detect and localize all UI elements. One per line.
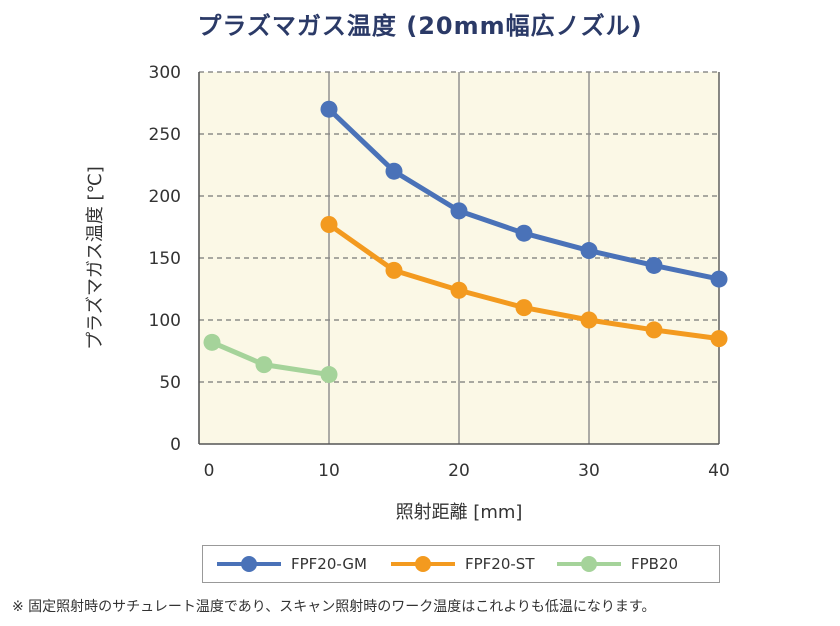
legend-label: FPB20 <box>631 555 679 573</box>
series-fpb20 <box>203 333 338 384</box>
legend-item: FPB20 <box>557 546 678 582</box>
footnote: ※ 固定照射時のサチュレート温度であり、スキャン照射時のワーク温度はこれよりも低… <box>12 599 656 615</box>
x-tick-label: 30 <box>578 461 600 481</box>
y-tick-label: 150 <box>149 249 181 269</box>
series <box>203 100 728 384</box>
y-tick-label: 0 <box>170 435 181 455</box>
legend-label: FPF20-ST <box>465 555 535 573</box>
legend-swatch <box>217 556 281 572</box>
data-point <box>645 256 663 274</box>
legend-marker <box>581 556 597 572</box>
legend-label: FPF20-GM <box>291 555 367 573</box>
legend-marker <box>241 556 257 572</box>
x-tick-label: 0 <box>204 461 215 481</box>
tick-labels: 0 50 100 150 200 250 300 0 10 20 30 40 <box>149 63 730 481</box>
y-tick-label: 100 <box>149 311 181 331</box>
data-point <box>320 216 338 234</box>
data-point <box>515 224 533 242</box>
legend-marker <box>415 556 431 572</box>
x-tick-label: 20 <box>448 461 470 481</box>
y-tick-label: 300 <box>149 63 181 83</box>
data-point <box>710 270 728 288</box>
data-point <box>450 281 468 299</box>
data-point <box>385 261 403 279</box>
x-axis-label: 照射距離 [mm] <box>396 502 523 523</box>
legend-item: FPF20-GM <box>217 546 367 582</box>
legend-item: FPF20-ST <box>391 546 535 582</box>
y-axis-label: プラズマガス温度 [℃] <box>85 166 106 350</box>
data-point <box>710 330 728 348</box>
data-point <box>515 299 533 317</box>
axes <box>198 72 720 445</box>
data-point <box>580 242 598 260</box>
chart-title: プラズマガス温度 (20mm幅広ノズル) <box>197 12 643 40</box>
data-point <box>645 321 663 339</box>
data-point <box>580 311 598 329</box>
series-fpf20-st <box>320 216 728 348</box>
data-point <box>450 202 468 220</box>
y-tick-label: 200 <box>149 187 181 207</box>
x-tick-label: 10 <box>318 461 340 481</box>
data-point <box>320 100 338 118</box>
data-point <box>255 356 273 374</box>
series-fpf20-gm <box>320 100 728 288</box>
legend: FPF20-GM FPF20-ST FPB20 <box>202 545 720 583</box>
x-tick-label: 40 <box>708 461 730 481</box>
data-point <box>320 366 338 384</box>
y-tick-label: 250 <box>149 125 181 145</box>
y-tick-label: 50 <box>159 373 181 393</box>
plasma-temperature-chart: 0 50 100 150 200 250 300 0 10 20 30 40 照射距離 [mm] プラ… <box>85 63 730 523</box>
data-point <box>203 333 221 351</box>
data-point <box>385 162 403 180</box>
legend-swatch <box>391 556 455 572</box>
legend-swatch <box>557 556 621 572</box>
